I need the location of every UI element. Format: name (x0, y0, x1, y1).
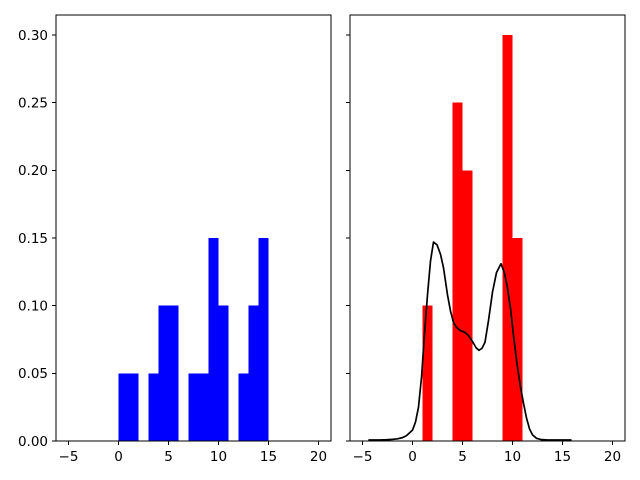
left-x-tick-label: 0 (114, 449, 123, 465)
left-y-tick-label: 0.25 (18, 95, 48, 111)
right-x-tick-label: −5 (353, 449, 373, 465)
left-x-tick-label: 20 (310, 449, 327, 465)
left-y-tick-label: 0.15 (18, 231, 48, 247)
right-hist-bar (452, 102, 463, 441)
left-y-tick-label: 0.30 (18, 28, 48, 44)
left-hist-bar (218, 305, 229, 441)
right-x-tick-label: 0 (408, 449, 417, 465)
left-x-tick-label: 5 (164, 449, 173, 465)
left-x-tick-label: 15 (260, 449, 277, 465)
right-hist-bar (512, 238, 523, 441)
left-subplot: −5 0 5 10 15 20 0.00 0.05 0.10 0.15 0.20 0.25 0.30 (18, 14, 332, 465)
left-hist-bar (238, 373, 249, 441)
right-x-tick-label: 10 (504, 449, 521, 465)
right-x-tick-label: 15 (554, 449, 571, 465)
left-axes-background (56, 15, 331, 441)
right-x-tick-label: 20 (604, 449, 621, 465)
left-hist-bar (258, 238, 269, 441)
left-hist-bar (208, 238, 219, 441)
kde-curve (368, 241, 572, 441)
right-hist-bar (502, 35, 513, 441)
left-hist-bar (158, 305, 179, 441)
right-hist-bar (462, 170, 473, 441)
left-hist-bar (188, 373, 209, 441)
left-y-tick-label: 0.05 (18, 366, 48, 382)
left-axes-spines (55, 14, 332, 442)
right-axes-spines (349, 14, 626, 442)
right-x-tick-label: 5 (458, 449, 467, 465)
left-hist-bar (248, 305, 259, 441)
right-subplot: −5 0 5 10 15 20 (346, 14, 626, 465)
left-hist-bar (118, 373, 139, 441)
right-hist-bar (422, 305, 433, 441)
left-y-tick-label: 0.10 (18, 298, 48, 314)
left-x-tick-label: 10 (210, 449, 227, 465)
left-y-tick-label: 0.20 (18, 163, 48, 179)
left-x-tick-label: −5 (59, 449, 79, 465)
left-y-tick-label: 0.00 (18, 434, 48, 450)
left-hist-bar (148, 373, 159, 441)
right-axes-background (350, 15, 625, 441)
